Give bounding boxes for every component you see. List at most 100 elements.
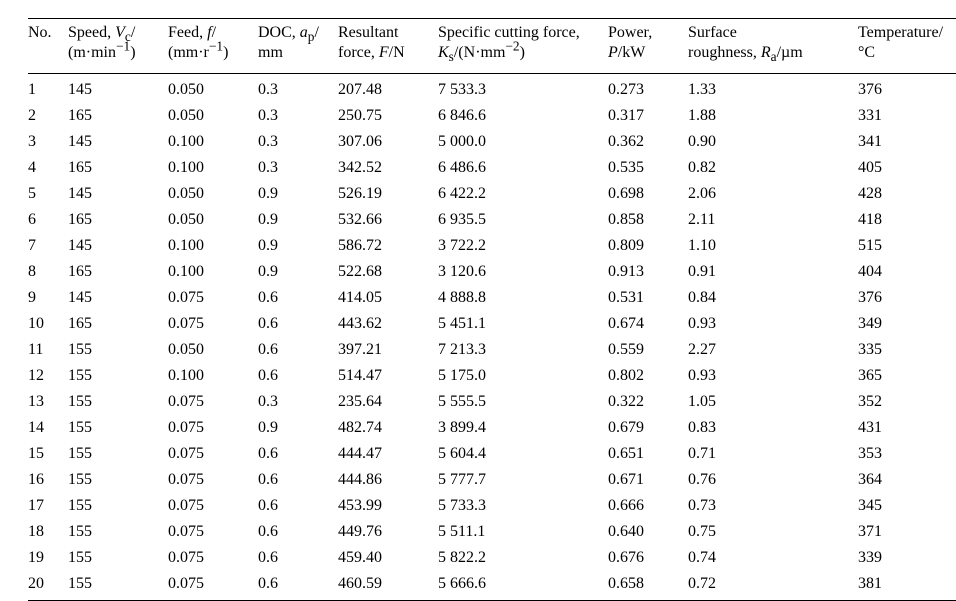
table-cell: 0.3 <box>258 103 338 129</box>
table-row: 71450.1000.9586.723 722.20.8091.10515 <box>28 233 956 259</box>
table-cell: 1.10 <box>688 233 858 259</box>
table-cell: 0.100 <box>168 155 258 181</box>
table-head: No. Speed, Vc/ (m·min−1) Feed, f/ (mm·r−… <box>28 19 956 74</box>
table-cell: 449.76 <box>338 519 438 545</box>
table-cell: 335 <box>858 337 956 363</box>
table-cell: 0.858 <box>608 207 688 233</box>
table-cell: 145 <box>68 181 168 207</box>
table-cell: 0.84 <box>688 285 858 311</box>
table-cell: 586.72 <box>338 233 438 259</box>
table-cell: 5 451.1 <box>438 311 608 337</box>
table-cell: 155 <box>68 389 168 415</box>
table-cell: 5 555.5 <box>438 389 608 415</box>
sym: a <box>300 24 308 41</box>
table-cell: 20 <box>28 571 68 601</box>
table-cell: 18 <box>28 519 68 545</box>
table-cell: 0.075 <box>168 389 258 415</box>
table-cell: 532.66 <box>338 207 438 233</box>
table-cell: 0.82 <box>688 155 858 181</box>
cutting-data-table: No. Speed, Vc/ (m·min−1) Feed, f/ (mm·r−… <box>28 18 956 601</box>
table-cell: 339 <box>858 545 956 571</box>
sym: R <box>761 44 771 61</box>
table-row: 121550.1000.6514.475 175.00.8020.93365 <box>28 363 956 389</box>
table-cell: 0.100 <box>168 259 258 285</box>
table-row: 91450.0750.6414.054 888.80.5310.84376 <box>28 285 956 311</box>
table-cell: 15 <box>28 441 68 467</box>
table-cell: 0.6 <box>258 467 338 493</box>
table-cell: 376 <box>858 285 956 311</box>
table-cell: 1.05 <box>688 389 858 415</box>
table-cell: 0.075 <box>168 571 258 601</box>
table-cell: 341 <box>858 129 956 155</box>
t: mm <box>258 44 283 61</box>
table-cell: 364 <box>858 467 956 493</box>
table-cell: 0.317 <box>608 103 688 129</box>
col-force: Resultant force, F/N <box>338 19 438 74</box>
table-cell: 19 <box>28 545 68 571</box>
table-cell: 1 <box>28 74 68 104</box>
t: °C <box>858 44 875 61</box>
col-speed: Speed, Vc/ (m·min−1) <box>68 19 168 74</box>
table-cell: 5 822.2 <box>438 545 608 571</box>
table-cell: 4 888.8 <box>438 285 608 311</box>
table-cell: 353 <box>858 441 956 467</box>
table-row: 51450.0500.9526.196 422.20.6982.06428 <box>28 181 956 207</box>
table-cell: 405 <box>858 155 956 181</box>
table-cell: 6 486.6 <box>438 155 608 181</box>
table-cell: 0.050 <box>168 207 258 233</box>
table-cell: 0.671 <box>608 467 688 493</box>
table-cell: 2.11 <box>688 207 858 233</box>
table-row: 151550.0750.6444.475 604.40.6510.71353 <box>28 441 956 467</box>
table-row: 61650.0500.9532.666 935.50.8582.11418 <box>28 207 956 233</box>
table-cell: 10 <box>28 311 68 337</box>
table-cell: 352 <box>858 389 956 415</box>
table-cell: 0.658 <box>608 571 688 601</box>
table-cell: 0.075 <box>168 311 258 337</box>
table-cell: 0.6 <box>258 441 338 467</box>
table-row: 201550.0750.6460.595 666.60.6580.72381 <box>28 571 956 601</box>
table-cell: 0.75 <box>688 519 858 545</box>
col-scf: Specific cutting force, Ks/(N·mm−2) <box>438 19 608 74</box>
table-row: 21650.0500.3250.756 846.60.3171.88331 <box>28 103 956 129</box>
table-cell: 165 <box>68 103 168 129</box>
table-cell: 155 <box>68 571 168 601</box>
table-cell: 155 <box>68 467 168 493</box>
table-cell: 443.62 <box>338 311 438 337</box>
table-cell: 235.64 <box>338 389 438 415</box>
t: /kW <box>618 44 646 61</box>
col-no-label: No. <box>28 24 52 41</box>
table-cell: 0.075 <box>168 493 258 519</box>
table-cell: 155 <box>68 415 168 441</box>
table-cell: 1.33 <box>688 74 858 104</box>
table-cell: 5 175.0 <box>438 363 608 389</box>
table-cell: 0.273 <box>608 74 688 104</box>
table-cell: 0.050 <box>168 103 258 129</box>
table-row: 141550.0750.9482.743 899.40.6790.83431 <box>28 415 956 441</box>
table-cell: 397.21 <box>338 337 438 363</box>
table-page: { "table": { "type": "table", "backgroun… <box>0 0 956 558</box>
sup: −2 <box>505 39 519 54</box>
table-row: 11450.0500.3207.487 533.30.2731.33376 <box>28 74 956 104</box>
table-cell: 414.05 <box>338 285 438 311</box>
table-cell: 0.535 <box>608 155 688 181</box>
table-cell: 5 604.4 <box>438 441 608 467</box>
table-cell: 376 <box>858 74 956 104</box>
table-cell: 0.3 <box>258 74 338 104</box>
table-cell: 0.674 <box>608 311 688 337</box>
table-cell: 342.52 <box>338 155 438 181</box>
table-cell: 459.40 <box>338 545 438 571</box>
table-cell: 0.676 <box>608 545 688 571</box>
t: /(N·mm <box>454 44 506 61</box>
table-cell: 0.93 <box>688 363 858 389</box>
col-no: No. <box>28 19 68 74</box>
table-cell: 0.913 <box>608 259 688 285</box>
table-cell: 0.9 <box>258 233 338 259</box>
table-cell: 0.362 <box>608 129 688 155</box>
table-row: 131550.0750.3235.645 555.50.3221.05352 <box>28 389 956 415</box>
table-cell: 331 <box>858 103 956 129</box>
table-cell: 0.6 <box>258 285 338 311</box>
table-cell: 0.9 <box>258 181 338 207</box>
table-cell: 14 <box>28 415 68 441</box>
table-cell: 349 <box>858 311 956 337</box>
table-cell: 515 <box>858 233 956 259</box>
